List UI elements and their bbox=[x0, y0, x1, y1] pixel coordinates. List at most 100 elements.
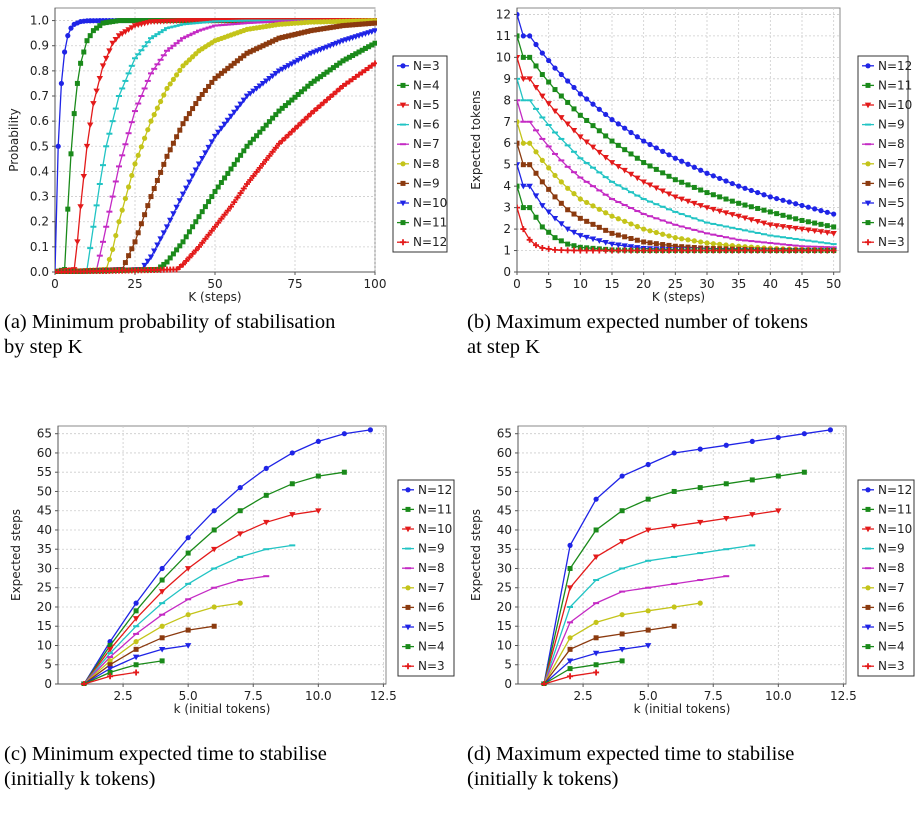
data-point bbox=[710, 247, 717, 254]
data-point bbox=[641, 226, 647, 232]
data-point bbox=[186, 179, 193, 186]
data-point bbox=[247, 91, 254, 97]
data-point bbox=[774, 195, 780, 202]
data-point bbox=[539, 203, 546, 209]
data-point bbox=[103, 55, 110, 62]
data-point bbox=[266, 119, 272, 125]
series-line bbox=[543, 575, 727, 685]
data-point bbox=[691, 238, 697, 244]
data-point bbox=[184, 566, 192, 572]
x-tick-label: 5.0 bbox=[639, 689, 658, 703]
data-point bbox=[619, 473, 625, 479]
data-point bbox=[565, 185, 571, 191]
data-point bbox=[142, 212, 148, 218]
data-point bbox=[107, 662, 113, 668]
data-point bbox=[90, 28, 96, 34]
data-point bbox=[94, 25, 100, 31]
data-point bbox=[697, 579, 704, 582]
legend-marker bbox=[865, 547, 871, 550]
data-point bbox=[645, 627, 651, 633]
data-point bbox=[218, 215, 225, 222]
data-point bbox=[670, 523, 678, 530]
data-point bbox=[129, 172, 135, 179]
data-point bbox=[596, 128, 602, 134]
x-tick-label: 7.5 bbox=[704, 689, 723, 703]
y-tick-label: 6 bbox=[503, 136, 511, 150]
data-point bbox=[106, 666, 114, 672]
data-point bbox=[640, 247, 647, 254]
legend-label: N=11 bbox=[418, 502, 452, 516]
data-point bbox=[218, 179, 224, 185]
data-point bbox=[704, 221, 710, 224]
data-point bbox=[336, 85, 343, 92]
chart-a-svg: 0.0 0.1 0.2 0.3 0.4 0.5 0.6 0.7 0.8 0.9 1.0 0 25 50 75… bbox=[7, 7, 448, 304]
legend-label: N=10 bbox=[878, 98, 912, 112]
data-point bbox=[564, 165, 571, 168]
data-point bbox=[308, 80, 314, 86]
data-point bbox=[666, 247, 672, 254]
caption-d-line2: (initially k tokens) bbox=[467, 768, 619, 790]
data-point bbox=[653, 145, 659, 151]
y-tick-label: 0 bbox=[503, 265, 511, 279]
data-point bbox=[311, 107, 318, 114]
data-point bbox=[122, 29, 129, 35]
data-point bbox=[164, 153, 170, 159]
data-point bbox=[270, 115, 276, 121]
data-point bbox=[321, 71, 327, 77]
legend-marker bbox=[400, 82, 406, 88]
data-point bbox=[126, 184, 132, 190]
data-point bbox=[266, 20, 273, 23]
data-point bbox=[106, 48, 113, 54]
data-point bbox=[340, 82, 346, 89]
data-point bbox=[227, 113, 235, 120]
data-point bbox=[558, 179, 564, 185]
data-point bbox=[135, 230, 141, 236]
data-point bbox=[660, 170, 666, 176]
data-point bbox=[295, 91, 301, 97]
data-point bbox=[627, 244, 635, 250]
legend-marker bbox=[399, 200, 407, 207]
data-point bbox=[224, 207, 231, 214]
y-tick-label: 0.2 bbox=[30, 215, 49, 229]
data-point bbox=[158, 169, 164, 175]
data-point bbox=[327, 67, 333, 73]
data-point bbox=[723, 236, 729, 239]
data-point bbox=[183, 234, 189, 240]
data-point bbox=[371, 28, 377, 34]
legend-label: N=7 bbox=[413, 137, 440, 151]
series-line bbox=[543, 510, 779, 685]
data-point bbox=[260, 21, 266, 24]
data-point bbox=[215, 219, 222, 226]
y-tick-label: 15 bbox=[497, 619, 512, 633]
data-point bbox=[65, 206, 71, 212]
data-point bbox=[805, 219, 811, 225]
y-tick-label: 2 bbox=[503, 222, 511, 236]
data-point bbox=[126, 253, 132, 259]
y-tick-label: 25 bbox=[37, 581, 52, 595]
data-point bbox=[660, 148, 666, 154]
data-point bbox=[539, 157, 545, 163]
data-point bbox=[760, 220, 768, 227]
data-point bbox=[749, 512, 756, 518]
legend-marker bbox=[400, 143, 406, 146]
data-point bbox=[647, 163, 653, 169]
data-point bbox=[289, 450, 295, 456]
data-point bbox=[119, 207, 125, 213]
data-point bbox=[615, 201, 622, 204]
data-point bbox=[158, 98, 164, 105]
y-tick-label: 10 bbox=[496, 50, 511, 64]
data-point bbox=[138, 95, 145, 97]
data-point bbox=[672, 247, 679, 254]
data-point bbox=[205, 26, 212, 29]
data-point bbox=[174, 134, 180, 140]
x-tick-label: 25 bbox=[668, 277, 683, 291]
data-point bbox=[619, 567, 626, 570]
data-point bbox=[545, 101, 552, 107]
data-point bbox=[805, 204, 811, 210]
legend-marker bbox=[865, 161, 871, 167]
data-point bbox=[742, 247, 748, 254]
data-point bbox=[517, 183, 520, 189]
data-point bbox=[180, 239, 186, 245]
data-point bbox=[583, 234, 590, 241]
data-point bbox=[811, 247, 818, 254]
